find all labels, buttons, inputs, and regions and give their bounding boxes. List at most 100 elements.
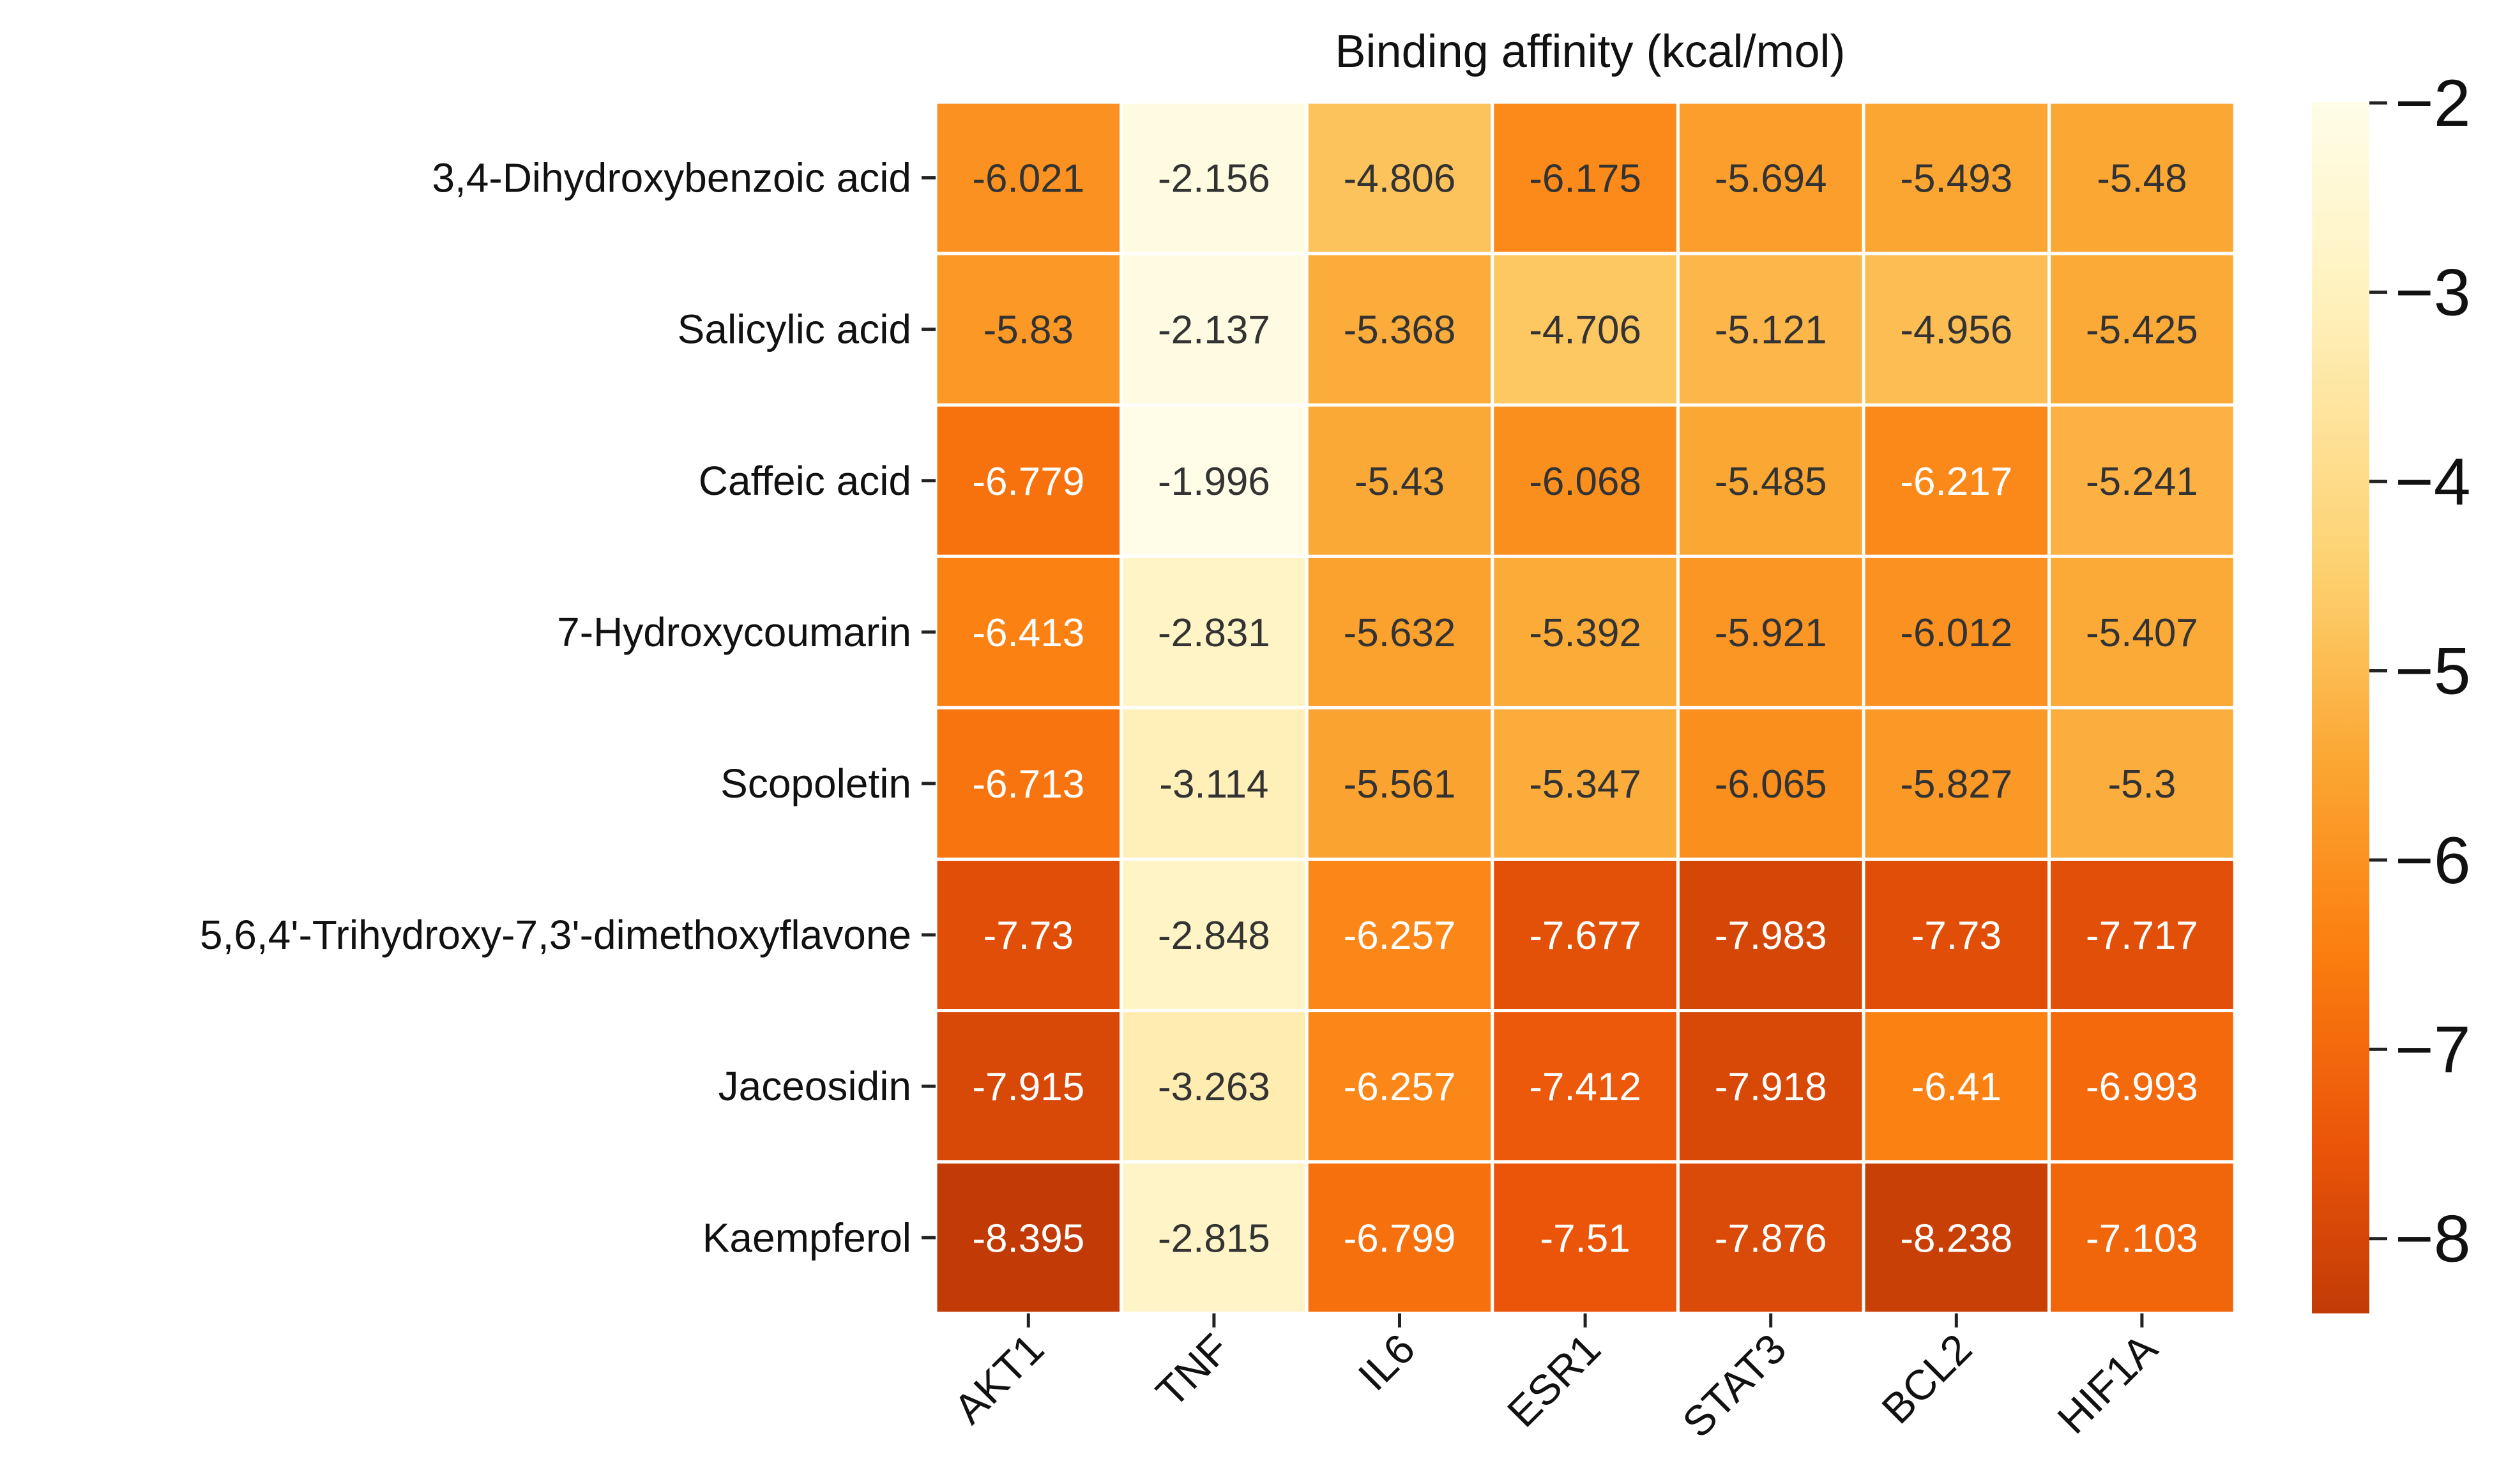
cell-value-label: -7.677 <box>1529 914 1641 958</box>
heatmap-cell <box>1305 252 1494 407</box>
heatmap-cell <box>1676 858 1865 1013</box>
cell-value-label: -5.485 <box>1715 460 1827 504</box>
cell-value-label: -6.021 <box>972 157 1084 201</box>
row-label: 7-Hydroxycoumarin <box>557 609 911 655</box>
heatmap-cell <box>934 1009 1123 1164</box>
cell-value-label: -4.806 <box>1344 157 1456 201</box>
cell-value-label: -7.51 <box>1540 1216 1630 1261</box>
cell-value-label: -7.73 <box>1911 914 2001 958</box>
column-label: AKT1 <box>945 1324 1052 1432</box>
colorbar-tick-label: −4 <box>2395 445 2471 519</box>
cell-value-label: -7.717 <box>2086 914 2198 958</box>
colorbar-tick-label: −2 <box>2395 66 2471 140</box>
column-label: TNF <box>1147 1324 1238 1416</box>
heatmap-cell <box>1676 1160 1865 1315</box>
cell-value-label: -5.43 <box>1355 460 1445 504</box>
cell-value-label: -5.493 <box>1900 157 2012 201</box>
heatmap-cell <box>1862 1009 2051 1164</box>
cell-value-label: -4.706 <box>1529 308 1641 352</box>
heatmap-cells <box>934 100 2237 1315</box>
cell-value-label: -7.876 <box>1715 1216 1827 1261</box>
row-label: Salicylic acid <box>678 307 911 352</box>
cell-value-label: -7.73 <box>984 914 1074 958</box>
heatmap-cell <box>1491 858 1680 1013</box>
cell-value-label: -7.412 <box>1529 1065 1641 1109</box>
cell-value-label: -6.012 <box>1900 611 2012 655</box>
cell-value-label: -6.993 <box>2086 1065 2198 1109</box>
heatmap-cell <box>1120 858 1309 1013</box>
cell-value-label: -5.121 <box>1715 308 1827 352</box>
heatmap-cell <box>2047 858 2237 1013</box>
row-label: 3,4-Dihydroxybenzoic acid <box>432 155 911 201</box>
heatmap-cell <box>2047 1009 2237 1164</box>
cell-value-label: -5.3 <box>2108 762 2176 806</box>
cell-value-label: -8.395 <box>972 1216 1084 1261</box>
cell-value-label: -5.827 <box>1900 762 2012 806</box>
cell-value-label: -5.632 <box>1344 611 1456 655</box>
cell-value-label: -8.238 <box>1900 1216 2012 1261</box>
cell-value-label: -3.114 <box>1159 762 1268 806</box>
cell-value-label: -2.137 <box>1158 308 1270 352</box>
cell-value-label: -5.921 <box>1715 611 1827 655</box>
heatmap-cell <box>934 554 1123 709</box>
row-labels: 3,4-Dihydroxybenzoic acid Salicylic acid C… <box>200 155 936 1261</box>
heatmap-cell <box>1305 403 1494 558</box>
cell-value-label: -2.848 <box>1158 914 1270 958</box>
heatmap-cell <box>1676 252 1865 407</box>
heatmap-cell <box>2047 252 2237 407</box>
heatmap-cell <box>1862 100 2051 255</box>
heatmap-cell <box>1305 706 1494 861</box>
heatmap-cell <box>1305 1009 1494 1164</box>
cell-value-label: -6.257 <box>1344 914 1456 958</box>
cell-value-label: -6.413 <box>972 611 1084 655</box>
cell-value-label: -7.983 <box>1715 914 1827 958</box>
heatmap-cell <box>2047 554 2237 709</box>
cell-value-label: -6.065 <box>1715 762 1827 806</box>
heatmap-cell <box>1120 554 1309 709</box>
heatmap-cell <box>1862 403 2051 558</box>
heatmap-cell <box>1676 403 1865 558</box>
row-label: Caffeic acid <box>699 458 911 504</box>
heatmap-cell <box>1491 403 1680 558</box>
cell-value-label: -5.407 <box>2086 611 2198 655</box>
column-label: STAT3 <box>1673 1324 1795 1446</box>
cell-value-label: -6.257 <box>1344 1065 1456 1109</box>
cell-value-label: -6.41 <box>1911 1065 2001 1109</box>
cell-value-label: -5.48 <box>2097 157 2187 201</box>
heatmap-cell <box>1491 554 1680 709</box>
colorbar-title: Binding affinity (kcal/mol) <box>1335 26 1846 77</box>
row-label: 5,6,4'-Trihydroxy-7,3'-dimethoxyflavone <box>200 912 911 958</box>
cell-value-label: -5.241 <box>2086 460 2198 504</box>
cell-value-label: -7.103 <box>2086 1216 2198 1261</box>
heatmap-cell <box>934 100 1123 255</box>
colorbar-ticks: −2 −3 −4 −5 −6 −7 −8 <box>2369 66 2471 1276</box>
cell-value-label: -5.425 <box>2086 308 2198 352</box>
heatmap-cell <box>934 858 1123 1013</box>
colorbar-tick-label: −6 <box>2395 824 2471 898</box>
column-label: BCL2 <box>1872 1324 1980 1432</box>
heatmap-cell <box>2047 1160 2237 1315</box>
cell-value-label: -5.347 <box>1529 762 1641 806</box>
cell-value-label: -2.156 <box>1158 157 1270 201</box>
cell-value-label: -7.918 <box>1715 1065 1827 1109</box>
cell-value-label: -6.175 <box>1529 157 1641 201</box>
colorbar: −2 −3 −4 −5 −6 −7 −8 <box>2312 66 2471 1314</box>
cell-value-label: -2.831 <box>1158 611 1270 655</box>
column-label: HIF1A <box>2048 1324 2166 1442</box>
heatmap-cell <box>1305 100 1494 255</box>
heatmap-cell <box>1120 1160 1309 1315</box>
cell-value-label: -5.694 <box>1715 157 1827 201</box>
heatmap-cell <box>1120 403 1309 558</box>
heatmap-cell <box>2047 403 2237 558</box>
heatmap-cell <box>1862 1160 2051 1315</box>
heatmap-cell <box>1120 100 1309 255</box>
colorbar-tick-label: −3 <box>2395 256 2471 330</box>
row-label: Scopoletin <box>720 761 911 806</box>
heatmap-cell <box>1676 1009 1865 1164</box>
cell-value-label: -6.779 <box>972 460 1084 504</box>
heatmap-cell <box>1491 1009 1680 1164</box>
cell-value-label: -6.713 <box>972 762 1084 806</box>
column-label: IL6 <box>1349 1324 1424 1399</box>
cell-value-label: -4.956 <box>1900 308 2012 352</box>
